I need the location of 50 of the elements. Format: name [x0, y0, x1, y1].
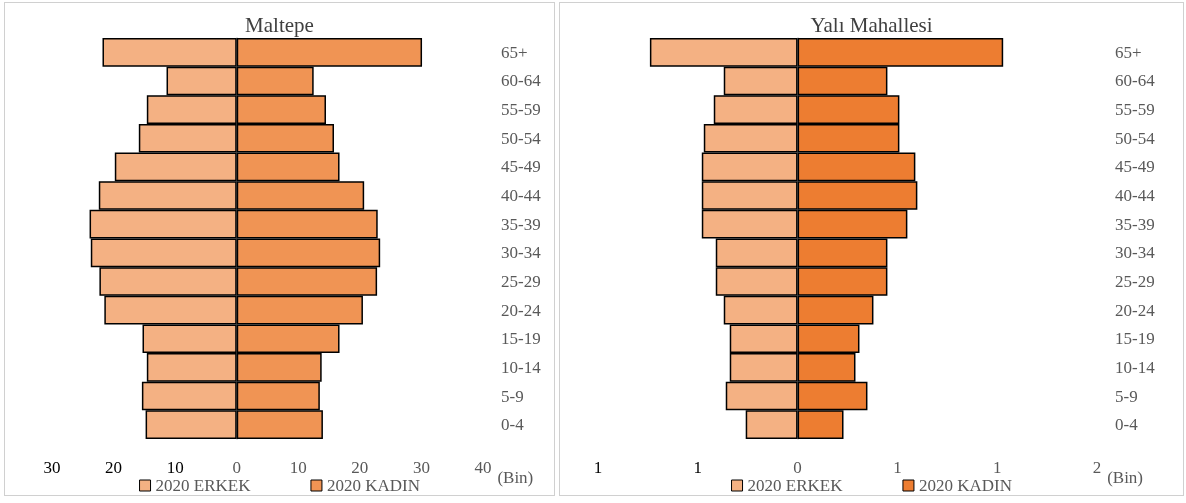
x-tick-label: 10 [289, 458, 307, 477]
y-tick-label: 40-44 [501, 186, 542, 206]
chart-title: Maltepe [245, 12, 314, 37]
x-axis-title: (Bin) [1107, 468, 1144, 487]
y-tick-label: 40-44 [1115, 186, 1156, 206]
x-tick-label: 30 [43, 458, 61, 477]
y-tick-label: 35-39 [501, 214, 541, 234]
chart-title: Yalı Mahallesi [810, 12, 933, 37]
x-tick-label: 1 [593, 458, 603, 477]
y-tick-label: 60-64 [1115, 71, 1156, 91]
y-tick-label: 15-19 [501, 329, 541, 349]
y-tick-label: 0-4 [1115, 415, 1139, 435]
y-tick-label: 35-39 [1115, 214, 1155, 234]
legend-label: 2020 KADIN [918, 476, 1012, 495]
y-tick-label: 50-54 [501, 128, 542, 148]
y-tick-label: 65+ [501, 42, 528, 62]
legend-label: 2020 KADIN [326, 476, 420, 495]
legend-label: 2020 ERKEK [155, 476, 252, 495]
x-tick-label: 40 [474, 458, 492, 477]
y-tick-label: 30-34 [1115, 243, 1156, 263]
legend-label: 2020 ERKEK [747, 476, 844, 495]
y-tick-label: 45-49 [501, 157, 541, 177]
x-tick-label: 20 [105, 458, 123, 477]
x-tick-label: 1 [992, 458, 1002, 477]
y-tick-label: 55-59 [501, 100, 541, 120]
x-tick-label: 1 [693, 458, 703, 477]
y-tick-label: 5-9 [1115, 386, 1138, 406]
y-tick-label: 20-24 [1115, 300, 1156, 320]
x-tick-label: 2 [1092, 458, 1102, 477]
y-tick-label: 0-4 [501, 415, 525, 435]
x-tick-label: 10 [166, 458, 184, 477]
x-tick-label: 30 [412, 458, 430, 477]
x-tick-label: 20 [351, 458, 369, 477]
x-tick-label: 0 [232, 458, 241, 477]
x-tick-label: 0 [793, 458, 802, 477]
y-tick-label: 55-59 [1115, 100, 1155, 120]
y-tick-label: 50-54 [1115, 128, 1156, 148]
y-tick-label: 30-34 [501, 243, 542, 263]
y-tick-label: 10-14 [501, 357, 542, 377]
x-axis-title: (Bin) [497, 468, 534, 487]
y-tick-label: 20-24 [501, 300, 542, 320]
y-tick-label: 15-19 [1115, 329, 1155, 349]
y-tick-label: 60-64 [501, 71, 542, 91]
y-tick-label: 5-9 [501, 386, 524, 406]
y-tick-label: 65+ [1115, 42, 1142, 62]
y-tick-label: 45-49 [1115, 157, 1155, 177]
y-tick-label: 10-14 [1115, 357, 1156, 377]
y-tick-label: 25-29 [501, 271, 541, 291]
y-tick-label: 25-29 [1115, 271, 1155, 291]
x-tick-label: 1 [893, 458, 902, 477]
